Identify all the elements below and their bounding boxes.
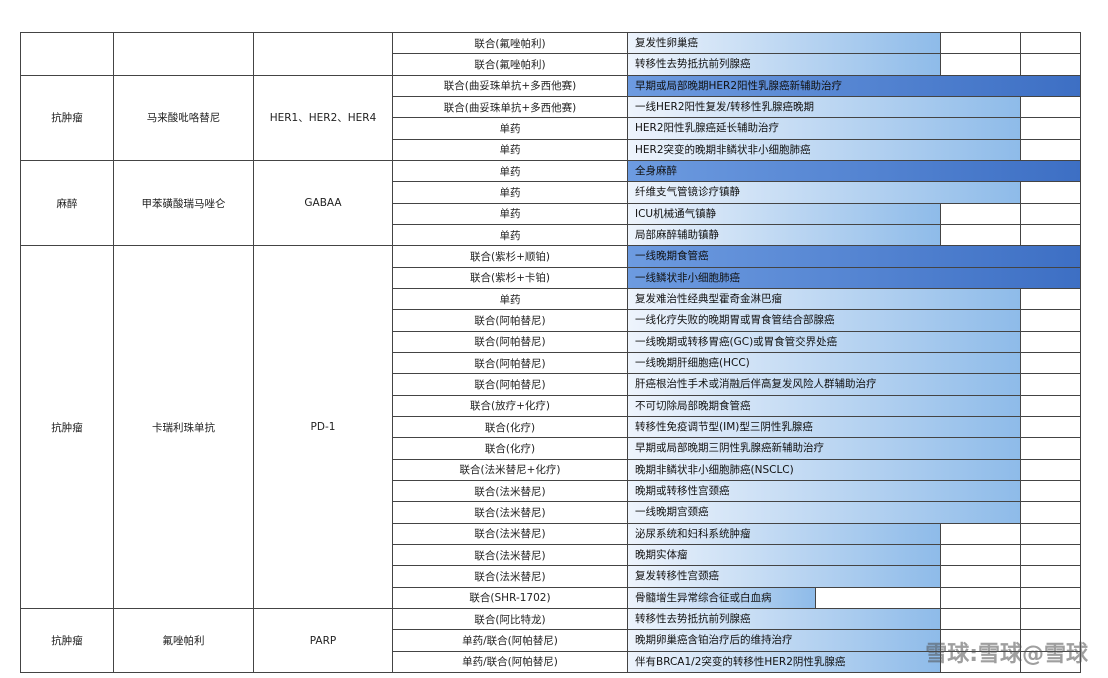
indication: 泌尿系统和妇科系统肿瘤 bbox=[635, 527, 751, 540]
indication: 一线HER2阳性复发/转移性乳腺癌晚期 bbox=[635, 101, 815, 114]
indication: HER2突变的晚期非鳞状非小细胞肺癌 bbox=[635, 143, 811, 156]
group-category: 抗肿瘤 bbox=[20, 74, 114, 161]
group-target: HER1、HER2、HER4 bbox=[253, 74, 393, 161]
regimen: 联合(法米替尼+化疗) bbox=[392, 458, 628, 481]
group-drug bbox=[113, 32, 254, 76]
regimen: 联合(曲妥珠单抗+多西他赛) bbox=[392, 96, 628, 119]
indication: 一线晚期宫颈癌 bbox=[635, 506, 709, 519]
indication: HER2阳性乳腺癌延长辅助治疗 bbox=[635, 122, 780, 135]
regimen: 联合(法米替尼) bbox=[392, 565, 628, 588]
indication: 早期或局部晚期三阴性乳腺癌新辅助治疗 bbox=[635, 442, 824, 455]
regimen: 联合(曲妥珠单抗+多西他赛) bbox=[392, 74, 628, 97]
indication: 肝癌根治性手术或消融后伴高复发风险人群辅助治疗 bbox=[635, 378, 877, 391]
group-drug: 甲苯磺酸瑞马唑仑 bbox=[113, 160, 254, 247]
indication: 不可切除局部晚期食管癌 bbox=[635, 399, 751, 412]
group-category: 麻醉 bbox=[20, 160, 114, 247]
regimen: 单药 bbox=[392, 224, 628, 247]
indication: 复发性卵巢癌 bbox=[635, 37, 698, 50]
indication: 复发难治性经典型霍奇金淋巴瘤 bbox=[635, 293, 782, 306]
indication: 早期或局部晚期HER2阳性乳腺癌新辅助治疗 bbox=[635, 79, 843, 92]
group-target: PD-1 bbox=[253, 245, 393, 609]
group-drug: 氟唑帕利 bbox=[113, 608, 254, 673]
regimen: 联合(阿帕替尼) bbox=[392, 373, 628, 396]
regimen: 联合(法米替尼) bbox=[392, 480, 628, 503]
watermark: 雪球:雪球@雪球 bbox=[925, 642, 1088, 667]
progress-bar bbox=[627, 650, 941, 673]
indication: 晚期或转移性宫颈癌 bbox=[635, 485, 730, 498]
indication: 晚期实体瘤 bbox=[635, 549, 688, 562]
regimen: 联合(化疗) bbox=[392, 416, 628, 439]
indication: 转移性免疫调节型(IM)型三阴性乳腺癌 bbox=[635, 421, 813, 434]
regimen: 联合(紫杉+顺铂) bbox=[392, 245, 628, 268]
regimen: 单药 bbox=[392, 288, 628, 311]
regimen: 联合(氟唑帕利) bbox=[392, 53, 628, 76]
regimen: 联合(阿帕替尼) bbox=[392, 309, 628, 332]
indication: 晚期非鳞状非小细胞肺癌(NSCLC) bbox=[635, 463, 794, 476]
regimen: 联合(阿帕替尼) bbox=[392, 330, 628, 353]
regimen: 联合(紫杉+卡铂) bbox=[392, 266, 628, 289]
group-target: PARP bbox=[253, 608, 393, 673]
regimen: 联合(放疗+化疗) bbox=[392, 394, 628, 417]
indication: 全身麻醉 bbox=[635, 165, 677, 178]
regimen: 单药 bbox=[392, 117, 628, 140]
regimen: 联合(阿帕替尼) bbox=[392, 352, 628, 375]
group-target: GABAA bbox=[253, 160, 393, 247]
empty-cell bbox=[1020, 650, 1081, 673]
regimen: 联合(化疗) bbox=[392, 437, 628, 460]
regimen: 联合(氟唑帕利) bbox=[392, 32, 628, 55]
indication: 一线鳞状非小细胞肺癌 bbox=[635, 271, 740, 284]
regimen: 单药 bbox=[392, 202, 628, 225]
regimen: 单药 bbox=[392, 181, 628, 204]
regimen: 单药/联合(阿帕替尼) bbox=[392, 629, 628, 652]
group-drug: 马来酸吡咯替尼 bbox=[113, 74, 254, 161]
regimen: 联合(法米替尼) bbox=[392, 544, 628, 567]
indication: 骨髓增生异常综合征或白血病 bbox=[635, 591, 772, 604]
regimen: 联合(法米替尼) bbox=[392, 522, 628, 545]
regimen: 联合(法米替尼) bbox=[392, 501, 628, 524]
indication: 复发转移性宫颈癌 bbox=[635, 570, 719, 583]
group-category bbox=[20, 32, 114, 76]
indication: 纤维支气管镜诊疗镇静 bbox=[635, 186, 740, 199]
indication: 一线晚期肝细胞癌(HCC) bbox=[635, 357, 750, 370]
indication: 转移性去势抵抗前列腺癌 bbox=[635, 58, 751, 71]
group-target bbox=[253, 32, 393, 76]
regimen: 单药/联合(阿帕替尼) bbox=[392, 650, 628, 673]
indication: 局部麻醉辅助镇静 bbox=[635, 229, 719, 242]
group-category: 抗肿瘤 bbox=[20, 245, 114, 609]
regimen: 单药 bbox=[392, 138, 628, 161]
indication: 一线化疗失败的晚期胃或胃食管结合部腺癌 bbox=[635, 314, 835, 327]
indication: 转移性去势抵抗前列腺癌 bbox=[635, 613, 751, 626]
indication: ICU机械通气镇静 bbox=[635, 207, 717, 220]
group-drug: 卡瑞利珠单抗 bbox=[113, 245, 254, 609]
regimen: 联合(SHR-1702) bbox=[392, 586, 628, 609]
group-category: 抗肿瘤 bbox=[20, 608, 114, 673]
indication: 一线晚期食管癌 bbox=[635, 250, 709, 263]
regimen: 单药 bbox=[392, 160, 628, 183]
indication: 伴有BRCA1/2突变的转移性HER2阴性乳腺癌 bbox=[635, 655, 846, 668]
indication: 晚期卵巢癌含铂治疗后的维持治疗 bbox=[635, 634, 793, 647]
indication: 一线晚期或转移胃癌(GC)或胃食管交界处癌 bbox=[635, 335, 838, 348]
regimen: 联合(阿比特龙) bbox=[392, 608, 628, 631]
